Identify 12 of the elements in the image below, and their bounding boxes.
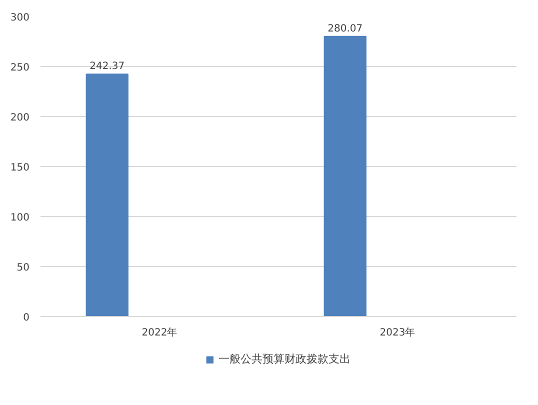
legend-label: 一般公共预算财政拨款支出 [218, 352, 350, 366]
x-tick-label: 2022年 [142, 326, 178, 338]
y-tick-label: 100 [10, 212, 30, 224]
y-tick-label: 150 [10, 162, 30, 174]
y-tick-label: 300 [10, 12, 30, 24]
y-tick-label: 200 [10, 112, 30, 124]
data-label: 242.37 [90, 61, 125, 72]
y-tick-label: 250 [10, 62, 30, 74]
x-tick-label: 2023年 [380, 326, 416, 338]
y-tick-label: 0 [23, 312, 30, 324]
y-tick-label: 50 [16, 262, 30, 274]
data-label: 280.07 [328, 23, 363, 34]
